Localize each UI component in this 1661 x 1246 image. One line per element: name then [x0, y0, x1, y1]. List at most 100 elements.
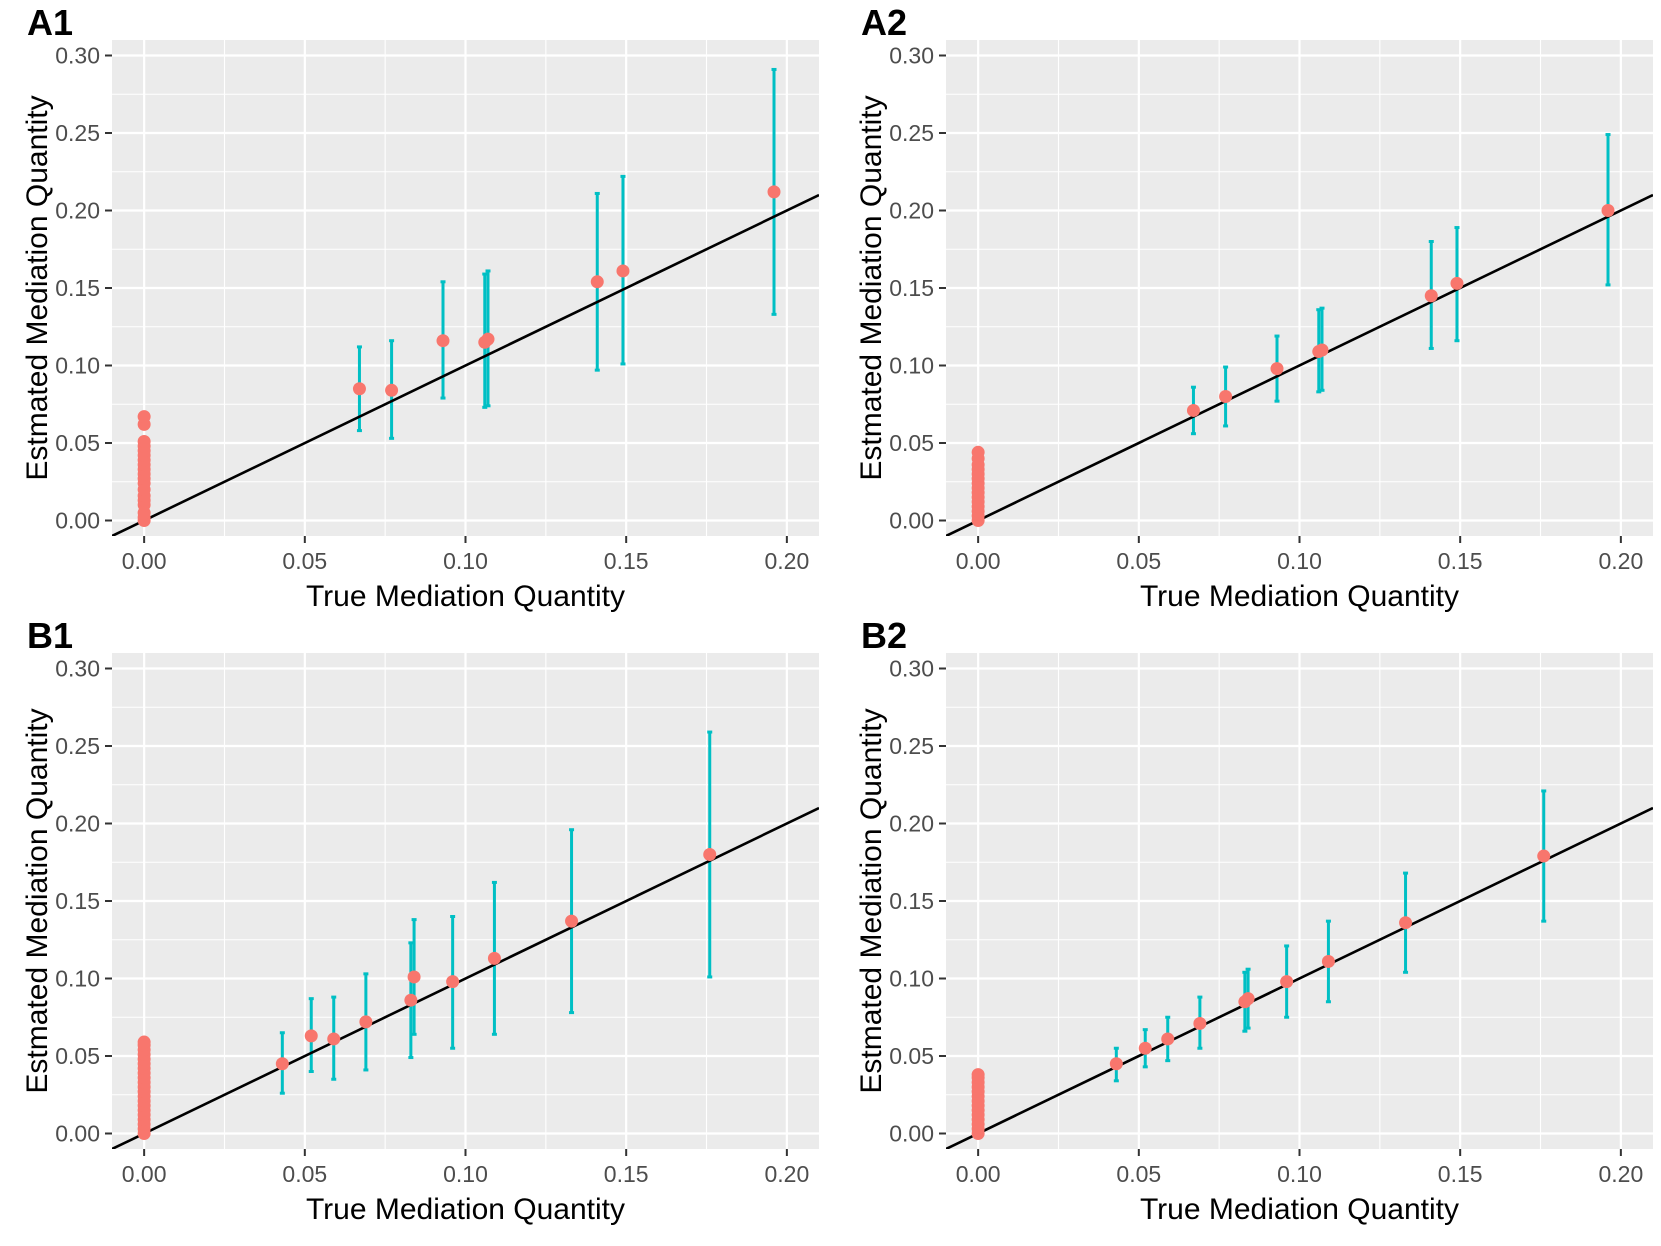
- data-point: [1161, 1032, 1175, 1046]
- panel-label: A2: [861, 2, 907, 43]
- y-tick-label: 0.10: [889, 353, 934, 379]
- x-axis-title: True Mediation Quantity: [306, 1193, 625, 1226]
- data-point: [1270, 362, 1284, 376]
- data-point: [327, 1032, 341, 1046]
- y-tick-label: 0.25: [889, 120, 934, 146]
- y-tick-label: 0.20: [55, 811, 100, 837]
- data-point: [404, 993, 418, 1007]
- y-tick-label: 0.00: [889, 508, 934, 534]
- reference-line: [946, 193, 1653, 536]
- zero-estimate-point: [137, 410, 151, 424]
- panel-label: B1: [27, 615, 73, 656]
- x-axis-title: True Mediation Quantity: [306, 580, 625, 613]
- data-point: [616, 264, 630, 278]
- zero-estimate-point: [137, 1035, 151, 1049]
- reference-line: [112, 193, 819, 536]
- data-point: [1537, 849, 1551, 863]
- y-axis-title: Estmated Mediation Quantity: [855, 95, 888, 480]
- data-layer: [946, 133, 1653, 536]
- data-point: [1424, 289, 1438, 303]
- y-tick-label: 0.10: [55, 353, 100, 379]
- reference-line: [946, 806, 1653, 1149]
- y-tick-label: 0.20: [889, 198, 934, 224]
- data-point: [1315, 343, 1329, 357]
- reference-line: [112, 806, 819, 1149]
- y-tick-label: 0.05: [889, 430, 934, 456]
- x-tick-label: 0.00: [122, 548, 167, 574]
- y-tick-label: 0.30: [55, 656, 100, 682]
- panel-b1: 0.00 0.05 0.10 0.15 0.20 0.00 0.05 0.10 0.15 0.20…: [21, 615, 819, 1226]
- y-tick-label: 0.05: [55, 430, 100, 456]
- x-tick-label: 0.15: [604, 1161, 649, 1187]
- x-tick-label: 0.20: [764, 548, 809, 574]
- y-tick-label: 0.30: [55, 43, 100, 69]
- panel-label: B2: [861, 615, 907, 656]
- x-axis-title: True Mediation Quantity: [1140, 580, 1459, 613]
- data-point: [1601, 204, 1615, 217]
- data-point: [446, 975, 460, 989]
- x-tick-label: 0.05: [282, 1161, 327, 1187]
- data-point: [352, 382, 366, 396]
- data-point: [1109, 1057, 1123, 1071]
- data-point: [1138, 1041, 1152, 1055]
- y-tick-label: 0.15: [55, 888, 100, 914]
- data-point: [1321, 954, 1335, 968]
- data-point: [407, 970, 421, 984]
- data-point: [275, 1057, 289, 1071]
- x-tick-label: 0.00: [956, 548, 1001, 574]
- y-tick-label: 0.20: [889, 811, 934, 837]
- x-tick-label: 0.05: [1116, 548, 1161, 574]
- data-layer: [112, 730, 819, 1149]
- x-tick-label: 0.15: [604, 548, 649, 574]
- data-point: [1186, 403, 1200, 417]
- x-tick-label: 0.20: [764, 1161, 809, 1187]
- zero-estimate-point: [137, 434, 151, 448]
- panel-b2: 0.00 0.05 0.10 0.15 0.20 0.00 0.05 0.10 0.15 0.20…: [855, 615, 1653, 1226]
- x-tick-label: 0.10: [443, 548, 488, 574]
- data-point: [1450, 276, 1464, 290]
- y-tick-label: 0.25: [55, 733, 100, 759]
- x-tick-label: 0.20: [1598, 548, 1643, 574]
- data-point: [1399, 916, 1413, 930]
- panel-label: A1: [27, 2, 73, 43]
- y-tick-label: 0.25: [889, 733, 934, 759]
- y-tick-label: 0.00: [55, 1121, 100, 1147]
- data-point: [436, 334, 450, 348]
- data-point: [487, 951, 501, 965]
- data-point: [767, 185, 781, 199]
- y-tick-label: 0.15: [889, 275, 934, 301]
- y-tick-label: 0.10: [889, 966, 934, 992]
- data-point: [359, 1015, 373, 1029]
- x-tick-label: 0.10: [1277, 1161, 1322, 1187]
- data-point: [481, 332, 495, 346]
- zero-estimate-point: [971, 445, 985, 459]
- y-tick-label: 0.00: [55, 508, 100, 534]
- y-tick-label: 0.25: [55, 120, 100, 146]
- y-tick-label: 0.05: [55, 1043, 100, 1069]
- y-tick-label: 0.30: [889, 656, 934, 682]
- zero-estimate-point: [971, 1068, 985, 1082]
- data-point: [565, 914, 579, 928]
- x-tick-label: 0.10: [1277, 548, 1322, 574]
- data-point: [1241, 992, 1255, 1006]
- x-tick-label: 0.10: [443, 1161, 488, 1187]
- data-layer: [112, 67, 819, 536]
- x-tick-label: 0.05: [282, 548, 327, 574]
- y-tick-label: 0.05: [889, 1043, 934, 1069]
- data-point: [590, 275, 604, 289]
- y-axis-title: Estmated Mediation Quantity: [855, 708, 888, 1093]
- panel-a2: 0.00 0.05 0.10 0.15 0.20 0.00 0.05 0.10 0.15 0.20…: [855, 2, 1653, 613]
- y-tick-label: 0.30: [889, 43, 934, 69]
- data-point: [1280, 975, 1294, 989]
- y-tick-label: 0.20: [55, 198, 100, 224]
- x-tick-label: 0.15: [1438, 1161, 1483, 1187]
- x-axis-title: True Mediation Quantity: [1140, 1193, 1459, 1226]
- x-tick-label: 0.00: [122, 1161, 167, 1187]
- x-tick-label: 0.20: [1598, 1161, 1643, 1187]
- y-axis-title: Estmated Mediation Quantity: [21, 95, 54, 480]
- panel-a1: 0.00 0.05 0.10 0.15 0.20 0.00 0.05 0.10 0.15 0.20…: [21, 2, 819, 613]
- data-point: [304, 1029, 318, 1043]
- data-layer: [946, 789, 1653, 1149]
- x-tick-label: 0.00: [956, 1161, 1001, 1187]
